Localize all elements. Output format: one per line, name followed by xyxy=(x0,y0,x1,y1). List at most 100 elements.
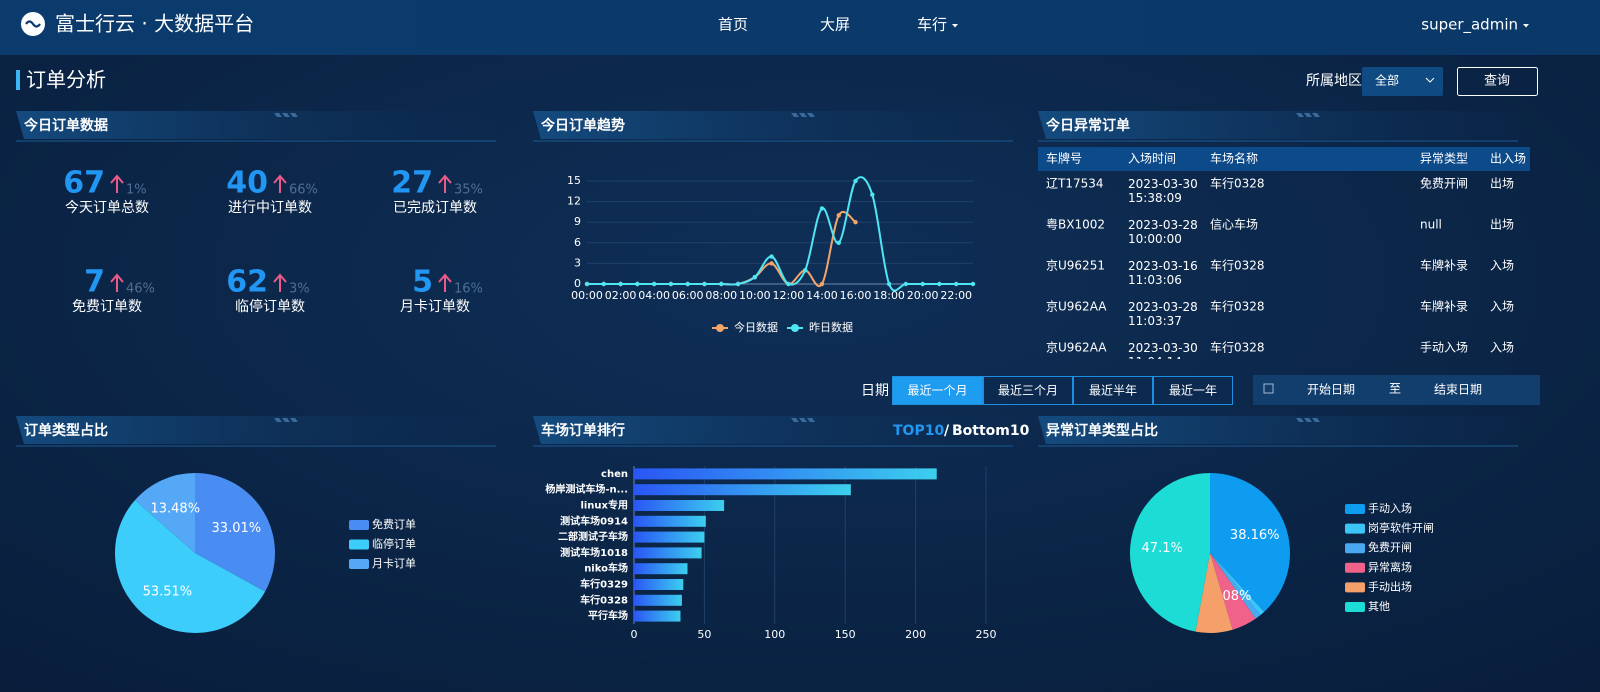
x-tick-label: 100 xyxy=(764,628,785,641)
legend-label[interactable]: 临停订单 xyxy=(372,537,416,551)
point xyxy=(853,178,858,184)
table-cell: 京U96251 xyxy=(1046,259,1105,273)
point xyxy=(853,220,858,225)
brand: 富士行云 · 大数据平台 xyxy=(55,12,254,36)
legend-label[interactable]: 岗亭软件开闸 xyxy=(1368,521,1434,535)
y-tick-label: 测试车场0914 xyxy=(560,514,628,527)
slice-label: 53.51% xyxy=(143,585,193,600)
select-arrow xyxy=(1425,77,1435,83)
legend-swatch xyxy=(1345,582,1365,593)
bar xyxy=(634,594,682,606)
date-option[interactable] xyxy=(892,376,983,405)
date-range[interactable] xyxy=(1253,375,1540,405)
table-cell: 辽T17534 xyxy=(1046,177,1104,191)
x-tick-label: 10:00 xyxy=(739,289,771,302)
point xyxy=(920,281,925,287)
panel-header xyxy=(1038,416,1518,444)
time-text: 2023-03-28 10:00:00 xyxy=(1128,218,1198,246)
query-button[interactable] xyxy=(1457,67,1538,96)
legend-label[interactable]: 昨日数据 xyxy=(809,320,853,334)
table-cell: 信心车场 xyxy=(1210,217,1258,232)
nav-item[interactable]: 首页 xyxy=(718,16,748,34)
query-label: 查询 xyxy=(1484,74,1510,89)
user-menu[interactable]: super_admin xyxy=(1421,16,1518,35)
bar xyxy=(634,563,688,575)
column-header: 车场名称 xyxy=(1210,151,1258,166)
legend-label[interactable]: 异常离场 xyxy=(1368,560,1412,574)
up-arrow xyxy=(273,174,287,193)
panel-deco xyxy=(282,113,290,117)
y-tick-label: linux专用 xyxy=(580,499,628,512)
legend-dot xyxy=(716,324,724,332)
select-value: 全部 xyxy=(1375,73,1399,88)
panel-deco xyxy=(1312,113,1320,117)
filter-label: 所属地区 xyxy=(1306,73,1362,89)
pie-slice xyxy=(1210,473,1290,612)
panel-deco xyxy=(791,113,799,117)
date-option[interactable] xyxy=(983,376,1073,405)
x-tick-label: 02:00 xyxy=(605,289,637,302)
panel-deco xyxy=(274,113,282,117)
legend-label[interactable]: 免费订单 xyxy=(372,517,416,531)
panel-title: 今日订单数据 xyxy=(23,117,108,134)
point xyxy=(937,281,942,287)
legend-label[interactable]: 其他 xyxy=(1368,600,1390,613)
table-header xyxy=(1038,147,1530,171)
region-select[interactable] xyxy=(1362,67,1443,96)
legend-swatch xyxy=(1345,504,1365,514)
legend-dot xyxy=(791,324,799,332)
point xyxy=(752,274,758,280)
up-arrow xyxy=(438,174,452,193)
panel-deco xyxy=(1312,418,1320,422)
y-tick-label: 测试车场1018 xyxy=(560,546,628,559)
date-option[interactable] xyxy=(1073,376,1153,405)
legend-label[interactable]: 月卡订单 xyxy=(372,557,416,570)
table-cell: 车牌补录 xyxy=(1420,258,1468,273)
date-option-label: 最近三个月 xyxy=(998,384,1058,398)
stat-value: 5 xyxy=(412,265,433,300)
pie-slice xyxy=(1195,553,1233,633)
legend-label[interactable]: 手动入场 xyxy=(1368,501,1412,515)
bar xyxy=(634,468,937,480)
nav-item[interactable]: 大屏 xyxy=(820,16,850,34)
x-tick-label: 250 xyxy=(976,628,997,641)
up-arrow xyxy=(273,273,287,292)
range-end: 结束日期 xyxy=(1434,383,1482,397)
panel-deco xyxy=(1296,418,1304,422)
toggle-top[interactable]: TOP10 xyxy=(893,423,944,439)
panel-header xyxy=(533,416,1013,444)
point xyxy=(886,281,892,287)
panel-header xyxy=(16,416,496,444)
stat-change: 3% xyxy=(289,282,310,297)
up-arrow xyxy=(110,174,124,193)
caret xyxy=(952,24,958,28)
legend-label[interactable]: 免费开闸 xyxy=(1368,540,1412,554)
toggle-bottom[interactable]: Bottom10 xyxy=(952,423,1030,439)
y-tick-label: 平行车场 xyxy=(588,609,628,622)
caret xyxy=(1523,24,1529,28)
time-text: 2023-03-16 11:03:06 xyxy=(1128,259,1198,287)
nav-item[interactable]: 车行 xyxy=(917,16,947,34)
time-cell: 2023-03-16 11:03:06 xyxy=(1128,259,1198,287)
column-header: 异常类型 xyxy=(1420,152,1468,166)
table-cell: 车牌补录 xyxy=(1420,299,1468,314)
panel-title: 今日订单趋势 xyxy=(540,117,625,134)
date-option[interactable] xyxy=(1153,376,1233,405)
x-tick-label: 22:00 xyxy=(940,289,972,302)
panel-deco xyxy=(290,418,298,422)
time-text: 2023-03-30 15:38:09 xyxy=(1128,177,1198,205)
table-cell: null xyxy=(1420,218,1442,232)
x-tick-label: 50 xyxy=(697,628,711,641)
bar xyxy=(634,500,725,511)
y-tick-label: 3 xyxy=(574,256,581,269)
legend-label[interactable]: 手动出场 xyxy=(1368,579,1412,593)
y-tick-label: 12 xyxy=(567,195,581,208)
bar xyxy=(634,531,705,543)
panel-deco xyxy=(290,113,298,117)
table-cell: 入场 xyxy=(1490,341,1514,355)
panel-header xyxy=(16,111,496,139)
x-tick-label: 16:00 xyxy=(840,289,872,302)
legend-label[interactable]: 今日数据 xyxy=(734,320,778,334)
stat-label: 已完成订单数 xyxy=(393,200,477,216)
y-tick-label: 9 xyxy=(574,215,581,228)
